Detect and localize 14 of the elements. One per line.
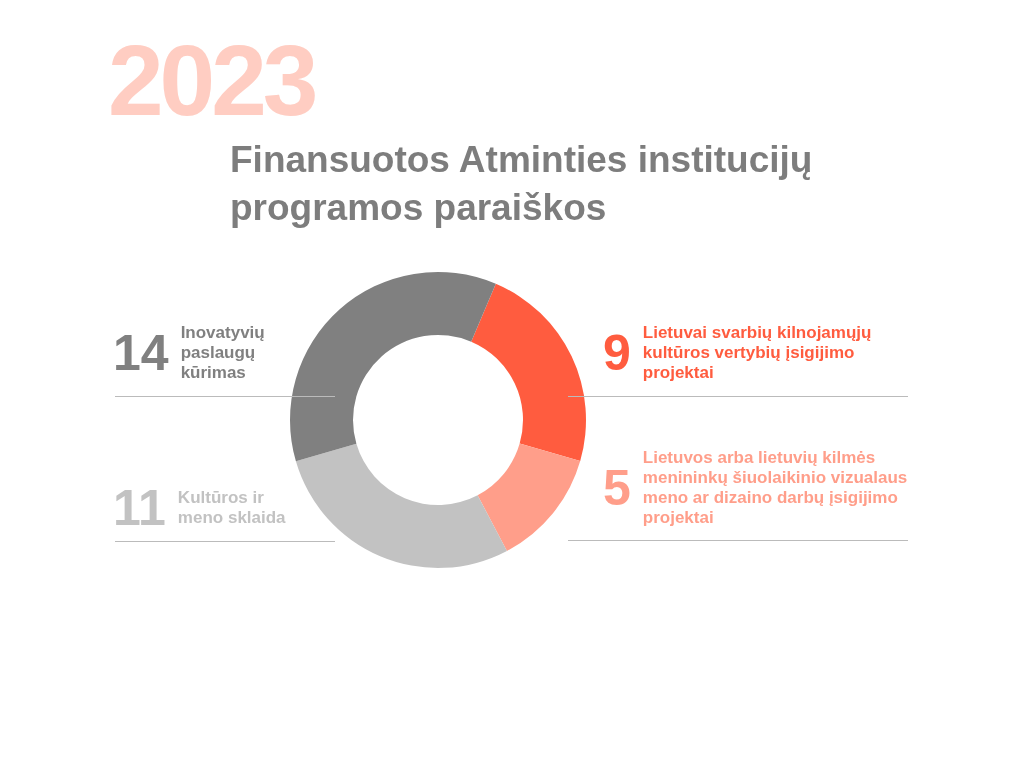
chart-title: Finansuotos Atminties institucijų programos paraiškos (230, 138, 814, 230)
donut-slice (295, 443, 507, 568)
slice-label: Lietuvos arba lietuvių kilmės menininkų šiuolaikinio vizualaus meno ar dizaino darbų įsigijimo projektai (642, 448, 909, 528)
donut-slice (290, 272, 496, 462)
data-label: 14 (113, 325, 169, 381)
donut-slice (471, 283, 586, 461)
slice-label: Lietuvai svarbių kilnojamųjų kultūros vertybių įsigijimo projektai (642, 323, 873, 383)
data-label: 9 (603, 325, 631, 381)
slice-label: Kultūros ir meno sklaida (177, 488, 287, 528)
text: 2023 (108, 24, 315, 136)
data-label: 11 (113, 480, 166, 536)
donut-slice (477, 443, 581, 551)
data-label: 5 (603, 460, 631, 516)
slice-label: Inovatyvių paslaugų kūrimas (180, 323, 266, 383)
